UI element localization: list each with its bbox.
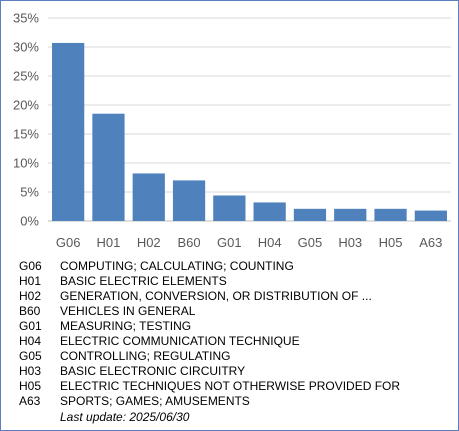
y-tick-label: 5% <box>20 185 39 200</box>
x-tick-label: B60 <box>177 235 200 250</box>
legend-row-b60: B60 VEHICLES IN GENERAL <box>19 304 449 319</box>
x-tick-label: A63 <box>419 235 442 250</box>
bar-chart: 0% 5% 10% 15% 20% 25% 30% 35% G06 H01 H02 B60 G01 H0… <box>13 11 451 250</box>
x-axis-ticks: G06 H01 H02 B60 G01 H04 G05 H03 H05 A63 <box>56 235 443 250</box>
legend-description: GENERATION, CONVERSION, OR DISTRIBUTION … <box>60 289 372 303</box>
bar-h02 <box>132 173 165 221</box>
legend-code: H05 <box>19 379 42 393</box>
legend-description: SPORTS; GAMES; AMUSEMENTS <box>60 394 250 408</box>
bar-h03 <box>334 208 367 221</box>
bars <box>52 42 447 221</box>
y-tick-label: 10% <box>13 156 39 171</box>
bar-b60 <box>172 180 206 221</box>
y-axis-ticks: 0% 5% 10% 15% 20% 25% 30% 35% <box>13 11 39 229</box>
last-update: Last update: 2025/06/30 <box>60 410 190 424</box>
legend-code: A63 <box>19 394 41 408</box>
legend-code: H02 <box>19 289 42 303</box>
y-tick-label: 20% <box>13 98 39 113</box>
x-tick-label: G05 <box>298 235 323 250</box>
legend-code: H04 <box>19 334 42 348</box>
bar-h01 <box>92 113 125 221</box>
y-tick-label: 15% <box>13 127 39 142</box>
legend: G06 COMPUTING; CALCULATING; COUNTING H01 BA… <box>19 259 449 425</box>
x-tick-label: H02 <box>137 235 161 250</box>
y-tick-label: 0% <box>20 214 39 229</box>
legend-description: ELECTRIC COMMUNICATION TECHNIQUE <box>60 334 300 348</box>
bar-h05 <box>374 208 407 221</box>
legend-code: H01 <box>19 274 42 288</box>
legend-row-h02: H02 GENERATION, CONVERSION, OR DISTRIBUTI… <box>19 289 449 304</box>
legend-row-h03: H03 BASIC ELECTRONIC CIRCUITRY <box>19 364 449 379</box>
bar-a63 <box>414 210 447 221</box>
x-tick-label: H04 <box>258 235 282 250</box>
bar-g05 <box>293 208 327 221</box>
x-tick-label: H01 <box>97 235 121 250</box>
x-tick-label: H05 <box>379 235 403 250</box>
legend-description: ELECTRIC TECHNIQUES NOT OTHERWISE PROVID… <box>60 379 401 393</box>
legend-code: B60 <box>19 304 41 318</box>
bar-h04 <box>253 202 286 221</box>
legend-code: H03 <box>19 364 42 378</box>
y-tick-label: 25% <box>13 69 39 84</box>
legend-code: G01 <box>19 319 42 333</box>
x-tick-label: H03 <box>338 235 362 250</box>
legend-row-g06: G06 COMPUTING; CALCULATING; COUNTING <box>19 259 449 274</box>
legend-row-h04: H04 ELECTRIC COMMUNICATION TECHNIQUE <box>19 334 449 349</box>
y-tick-label: 30% <box>13 40 39 55</box>
legend-row-g05: G05 CONTROLLING; REGULATING <box>19 349 449 364</box>
legend-code: G06 <box>19 259 42 273</box>
legend-description: VEHICLES IN GENERAL <box>60 304 196 318</box>
x-tick-label: G06 <box>56 235 81 250</box>
legend-row-a63: A63 SPORTS; GAMES; AMUSEMENTS <box>19 394 449 409</box>
y-tick-label: 35% <box>13 11 39 26</box>
legend-row-h01: H01 BASIC ELECTRIC ELEMENTS <box>19 274 449 289</box>
legend-description: CONTROLLING; REGULATING <box>60 349 231 363</box>
legend-row-g01: G01 MEASURING; TESTING <box>19 319 449 334</box>
legend-row-h05: H05 ELECTRIC TECHNIQUES NOT OTHERWISE PRO… <box>19 379 449 394</box>
bar-g01 <box>213 195 246 221</box>
legend-code: G05 <box>19 349 42 363</box>
legend-description: COMPUTING; CALCULATING; COUNTING <box>60 259 294 273</box>
bar-g06 <box>52 42 85 221</box>
x-tick-label: G01 <box>217 235 242 250</box>
legend-description: BASIC ELECTRONIC CIRCUITRY <box>60 364 246 378</box>
legend-description: MEASURING; TESTING <box>60 319 192 333</box>
legend-description: BASIC ELECTRIC ELEMENTS <box>60 274 227 288</box>
